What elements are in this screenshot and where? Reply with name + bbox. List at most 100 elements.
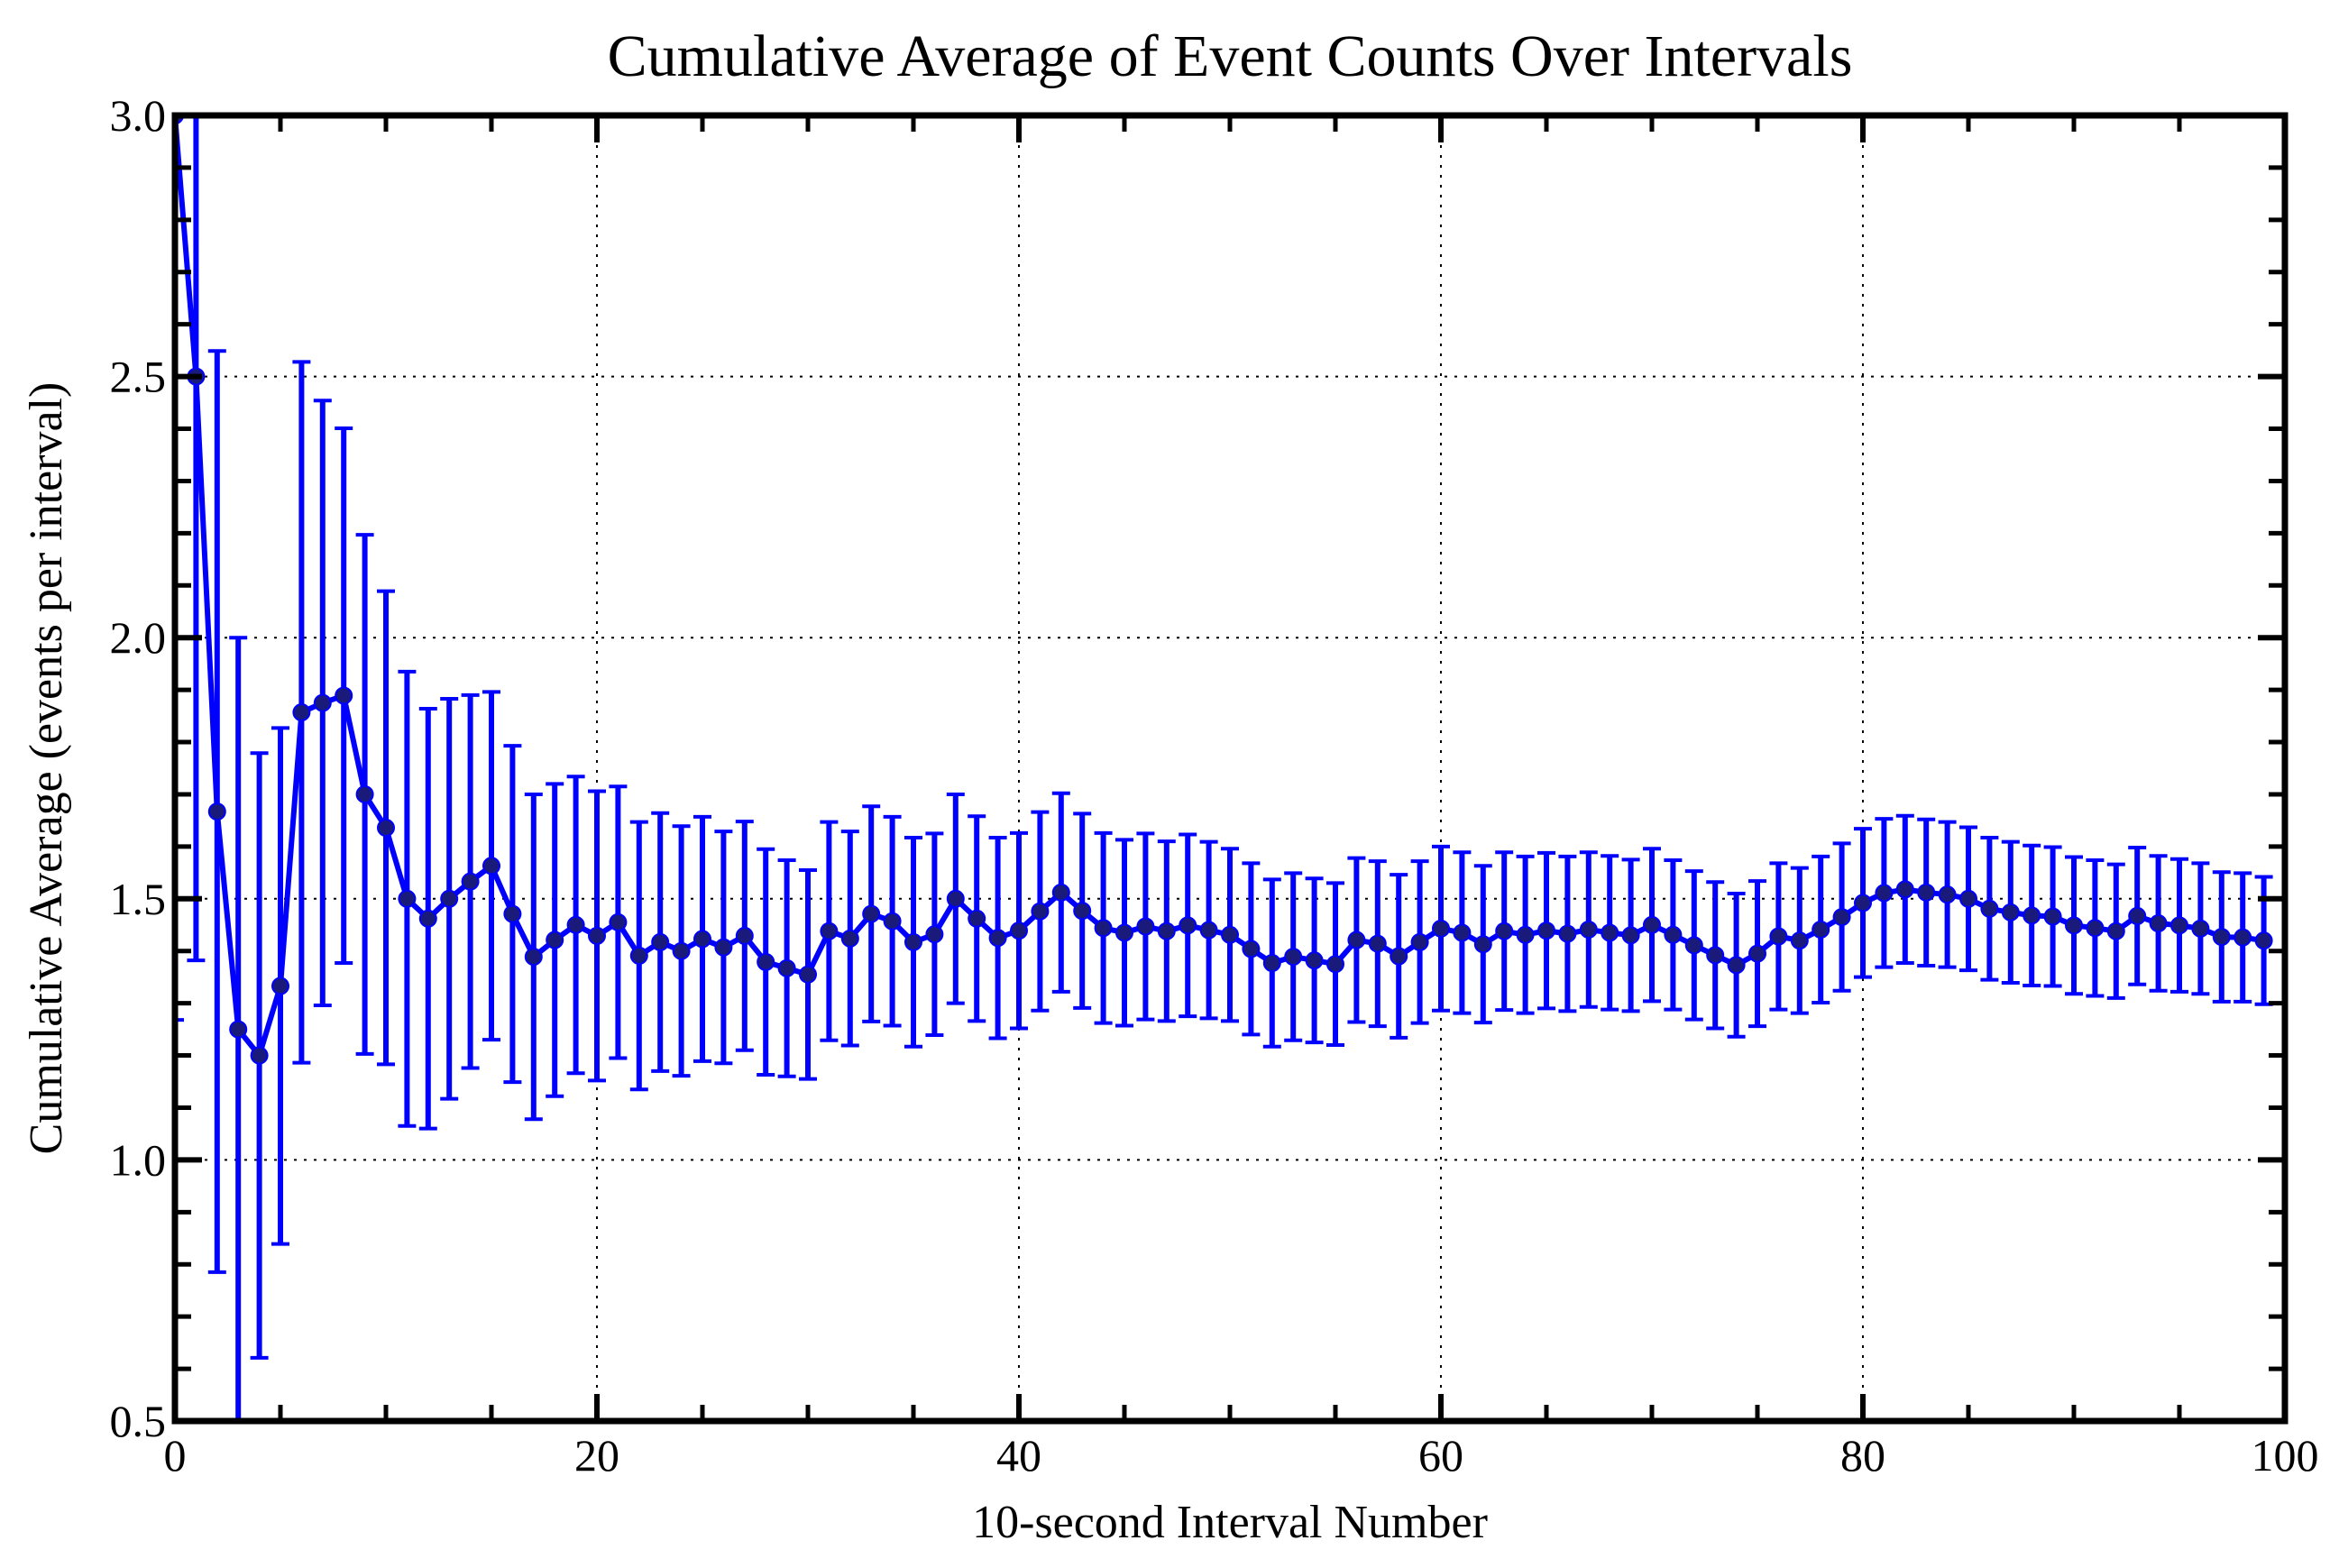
data-point — [820, 922, 839, 940]
plot-area — [175, 115, 2273, 1421]
y-tick-label: 2.0 — [110, 612, 167, 663]
data-point — [672, 941, 691, 960]
data-point — [1854, 894, 1872, 912]
data-point — [693, 930, 711, 949]
data-point — [1368, 934, 1387, 953]
data-point — [777, 958, 796, 977]
data-point — [398, 889, 417, 908]
data-point — [988, 929, 1007, 948]
data-point — [2212, 928, 2231, 947]
data-point — [2043, 907, 2062, 926]
data-point — [1727, 956, 1746, 975]
data-point — [1136, 917, 1155, 936]
data-point — [1347, 931, 1366, 949]
data-point — [1959, 889, 1977, 908]
data-point — [250, 1046, 269, 1065]
data-point — [1305, 951, 1324, 970]
data-point — [1094, 919, 1113, 938]
data-point — [1769, 927, 1788, 946]
data-point — [1601, 923, 1619, 942]
chart-title: Cumulative Average of Event Counts Over … — [608, 23, 1853, 89]
data-point — [862, 904, 881, 923]
data-point — [313, 693, 332, 712]
y-axis-label: Cumulative Average (events per interval) — [21, 382, 72, 1155]
data-point — [588, 926, 606, 945]
data-point — [1537, 922, 1555, 940]
data-point — [2191, 919, 2210, 938]
data-point — [355, 784, 374, 803]
y-tick-label: 1.5 — [110, 874, 167, 924]
data-point — [904, 932, 922, 951]
data-point — [1495, 922, 1514, 940]
data-point — [207, 802, 226, 821]
data-point — [418, 909, 437, 928]
x-axis-label: 10-second Interval Number — [972, 1497, 1488, 1548]
data-point — [377, 819, 395, 838]
data-point — [1980, 899, 1999, 918]
data-point — [292, 703, 311, 722]
data-point — [1453, 923, 1472, 942]
data-point — [735, 926, 754, 945]
data-point — [1115, 923, 1133, 942]
data-point — [503, 904, 522, 923]
x-tick-label: 0 — [164, 1430, 187, 1481]
data-point — [799, 965, 817, 984]
data-point — [946, 889, 965, 908]
x-tick-label: 80 — [1840, 1430, 1885, 1481]
data-point — [1432, 919, 1450, 938]
data-point — [883, 912, 902, 931]
y-tick-label: 3.0 — [110, 90, 167, 141]
data-point — [1643, 915, 1661, 934]
data-point — [1242, 940, 1261, 958]
data-point — [1031, 902, 1050, 921]
data-point — [1938, 885, 1957, 904]
data-point — [1410, 932, 1429, 951]
data-point — [1473, 935, 1492, 954]
data-point — [1284, 948, 1303, 967]
x-tick-label: 100 — [2252, 1430, 2319, 1481]
data-point — [1073, 902, 1092, 921]
data-point — [440, 889, 459, 908]
data-point — [2234, 928, 2252, 947]
data-point — [1895, 880, 1914, 899]
data-point — [925, 925, 944, 944]
data-point — [840, 929, 859, 948]
data-point — [609, 912, 628, 931]
data-point — [757, 952, 775, 971]
y-tick-label: 2.5 — [110, 352, 167, 402]
y-tick-label: 1.0 — [110, 1134, 167, 1185]
x-tick-label: 20 — [574, 1430, 619, 1481]
data-point — [2128, 906, 2147, 925]
data-point — [461, 872, 480, 891]
axes: 0 20 40 60 80 100 0.5 1.0 1.5 2.0 2.5 3.0 — [110, 90, 2319, 1481]
data-point — [1684, 936, 1703, 955]
data-point — [2254, 931, 2273, 950]
data-point — [714, 938, 733, 957]
data-point — [1748, 944, 1766, 963]
data-point — [229, 1020, 248, 1039]
data-point — [2086, 919, 2105, 938]
data-point — [271, 977, 289, 995]
data-point — [1157, 922, 1176, 940]
x-tick-label: 60 — [1418, 1430, 1463, 1481]
data-point — [482, 857, 500, 876]
data-point — [2149, 914, 2168, 933]
data-point — [1832, 908, 1851, 927]
data-point — [629, 946, 648, 965]
data-point — [524, 948, 543, 967]
data-point — [1051, 883, 1070, 902]
data-point — [968, 909, 986, 928]
data-point — [651, 932, 670, 951]
data-point — [1558, 924, 1577, 943]
data-point — [2065, 916, 2083, 935]
data-point — [1790, 931, 1809, 950]
data-point — [2023, 906, 2041, 925]
data-point — [1221, 925, 1239, 944]
data-point — [1390, 947, 1408, 966]
data-point — [1010, 922, 1028, 940]
data-point — [1917, 883, 1936, 902]
data-point — [1262, 954, 1281, 973]
y-tick-label: 0.5 — [110, 1396, 167, 1446]
data-point — [1326, 955, 1344, 974]
